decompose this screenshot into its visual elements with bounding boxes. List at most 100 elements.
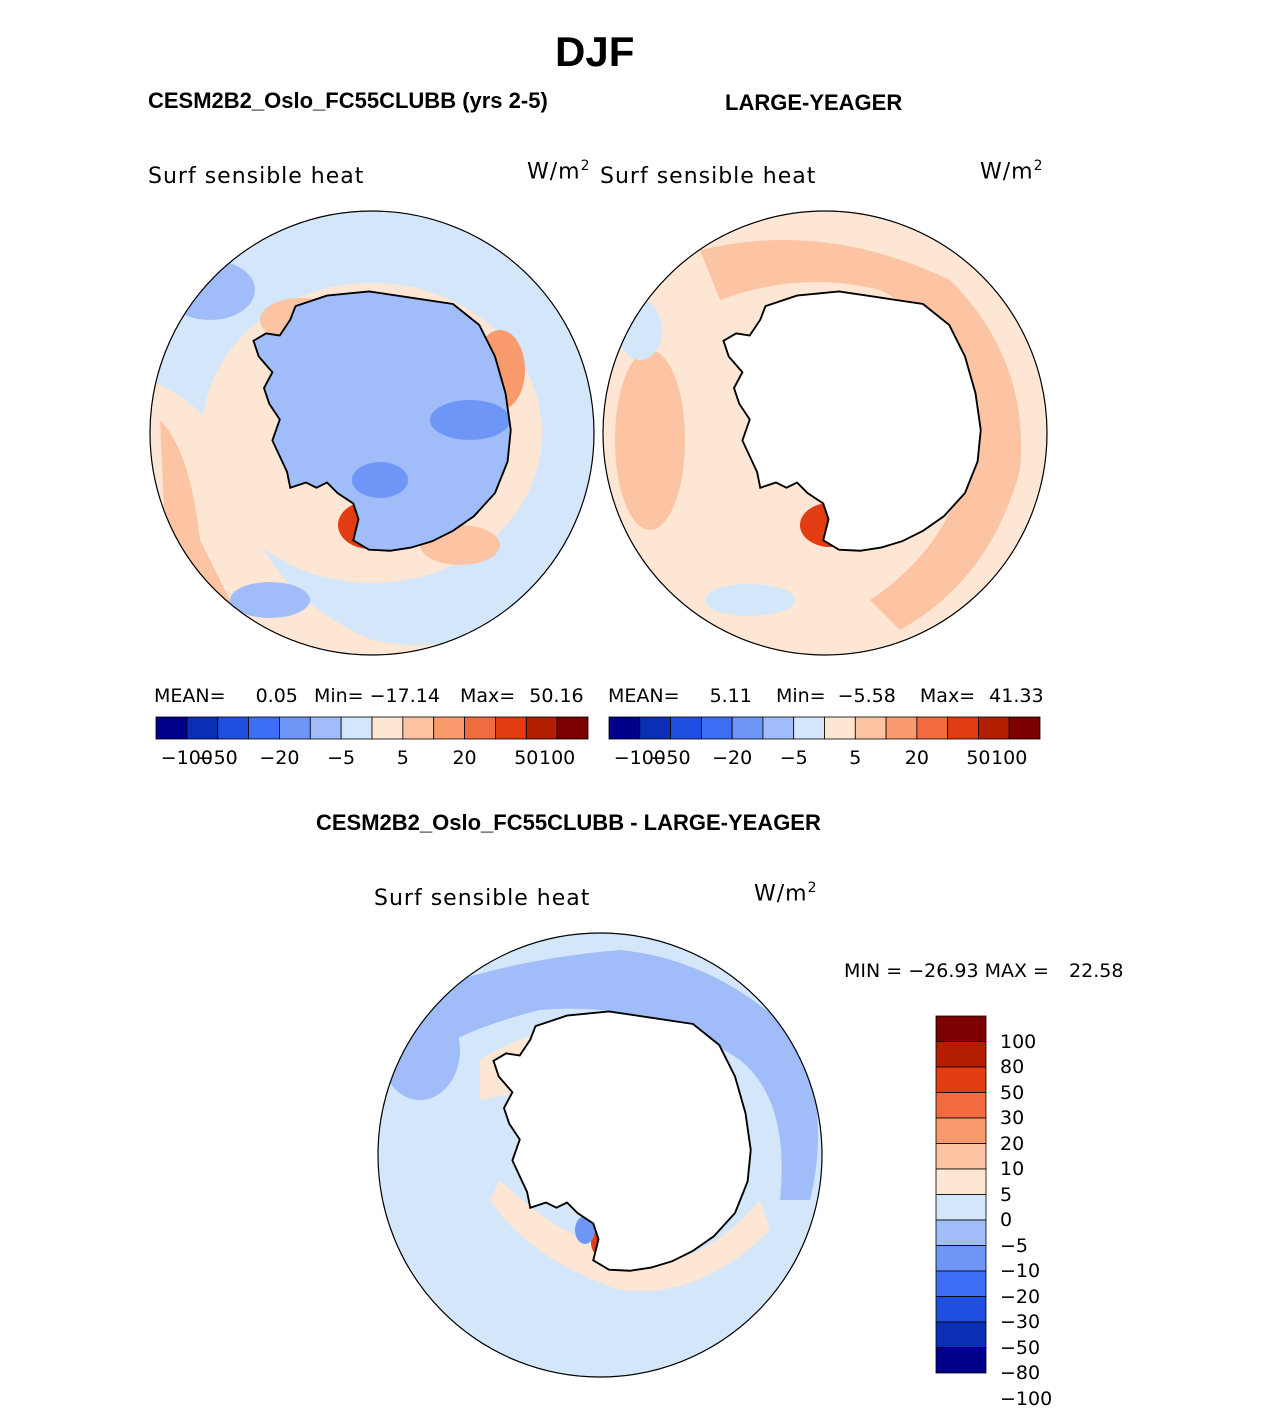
colorbar-tick-label: −20 xyxy=(259,747,300,769)
units-exponent: 2 xyxy=(580,158,591,174)
mean-value: 5.11 xyxy=(709,685,752,707)
map-difference xyxy=(378,933,822,1377)
colorbar-swatch xyxy=(935,1143,987,1170)
colorbar-tick-label: 20 xyxy=(452,747,477,769)
colorbar-swatch xyxy=(935,1347,987,1374)
colorbar-tick-label: 20 xyxy=(904,747,929,769)
colorbar-swatch xyxy=(731,716,764,740)
min-label: Min= xyxy=(775,685,826,707)
colorbar-tick-label: −5 xyxy=(1000,1234,1029,1257)
colorbar-swatch xyxy=(433,716,465,740)
colorbar-swatch xyxy=(608,716,641,740)
colorbar-swatch xyxy=(1008,716,1041,740)
colorbar-swatch xyxy=(935,1321,987,1348)
colorbar-swatch xyxy=(935,1270,987,1297)
colorbar-left xyxy=(155,716,589,740)
units-base: W/m xyxy=(527,159,581,185)
difference-variable: Surf sensible heat xyxy=(374,886,591,911)
max-value: 50.16 xyxy=(529,685,584,707)
colorbar-swatch xyxy=(935,1041,987,1068)
colorbar-swatch xyxy=(793,716,825,740)
colorbar-swatch xyxy=(155,716,188,740)
map-right xyxy=(603,211,1047,655)
colorbar-swatch xyxy=(978,716,1010,740)
colorbar-swatch xyxy=(670,716,702,740)
panel-right-units: W/m2 xyxy=(980,158,1044,184)
colorbar-swatch xyxy=(186,716,219,740)
colorbar-swatch xyxy=(217,716,249,740)
panel-left-variable: Surf sensible heat xyxy=(148,164,365,189)
panel-right-title: LARGE-YEAGER xyxy=(725,90,903,115)
colorbar-tick-label: 10 xyxy=(1000,1158,1025,1180)
min-value: −17.14 xyxy=(369,685,440,707)
max-value: 41.33 xyxy=(989,685,1044,707)
colorbar-tick-label: −100 xyxy=(160,747,213,769)
colorbar-tick-label: 50 xyxy=(1000,1081,1025,1104)
map-left xyxy=(150,211,594,655)
colorbar-swatch xyxy=(935,1194,987,1221)
colorbar-swatch xyxy=(935,1015,987,1042)
colorbar-tick-label: 100 xyxy=(1000,1030,1037,1053)
panel-left-stats: MEAN= 0.05 Min= −17.14 Max= 50.16 xyxy=(154,685,584,707)
colorbar-tick-label: −20 xyxy=(712,747,753,769)
colorbar-swatch xyxy=(824,716,856,740)
colorbar-tick-label: 5 xyxy=(849,747,862,769)
colorbar-swatch xyxy=(525,716,558,740)
colorbar-right xyxy=(608,716,1041,740)
units-base: W/m xyxy=(980,159,1034,185)
colorbar-swatch xyxy=(935,1219,987,1246)
colorbar-swatch xyxy=(371,716,404,740)
colorbar-tick-label: −5 xyxy=(779,747,808,769)
colorbar-tick-label: −50 xyxy=(197,747,238,769)
colorbar-swatch xyxy=(935,1092,987,1119)
min-label: MIN = xyxy=(844,960,903,982)
min-label: Min= xyxy=(313,685,364,707)
colorbar-swatch xyxy=(309,716,342,740)
difference-minmax: MIN = −26.93 MAX = 22.58 xyxy=(844,960,1123,982)
colorbar-swatch xyxy=(854,716,887,740)
colorbar-swatch xyxy=(639,716,671,740)
max-value: 22.58 xyxy=(1069,960,1124,982)
colorbar-swatch xyxy=(279,716,311,740)
colorbar-swatch xyxy=(935,1066,987,1093)
colorbar-swatch xyxy=(402,716,435,740)
colorbar-swatch xyxy=(947,716,979,740)
max-label: Max= xyxy=(460,685,516,707)
colorbar-tick-label: −10 xyxy=(1000,1260,1041,1282)
colorbar-tick-label: 0 xyxy=(1000,1209,1013,1231)
units-exponent: 2 xyxy=(807,880,818,896)
units-base: W/m xyxy=(754,881,808,907)
panel-right-variable: Surf sensible heat xyxy=(600,164,817,189)
colorbar-tick-label: 20 xyxy=(1000,1132,1025,1155)
colorbar-tick-label: 5 xyxy=(1000,1183,1013,1206)
colorbar-tick-label: 80 xyxy=(1000,1056,1025,1078)
colorbar-swatch xyxy=(916,716,949,740)
colorbar-difference xyxy=(935,1015,987,1374)
colorbar-swatch xyxy=(935,1117,987,1144)
colorbar-tick-label: −20 xyxy=(1000,1285,1041,1308)
season-title: DJF xyxy=(555,28,635,75)
colorbar-swatch xyxy=(495,716,527,740)
colorbar-swatch xyxy=(885,716,918,740)
difference-units: W/m2 xyxy=(754,880,818,906)
colorbar-tick-label: 50 xyxy=(514,747,539,769)
difference-title: CESM2B2_Oslo_FC55CLUBB - LARGE-YEAGER xyxy=(316,810,821,835)
max-label: Max= xyxy=(919,685,976,707)
colorbar-swatch xyxy=(935,1245,987,1272)
units-exponent: 2 xyxy=(1033,158,1044,174)
colorbar-tick-label: −100 xyxy=(1000,1387,1053,1410)
colorbar-tick-label: 30 xyxy=(1000,1107,1025,1129)
colorbar-tick-label: −80 xyxy=(1000,1362,1041,1384)
panel-left-title: CESM2B2_Oslo_FC55CLUBB (yrs 2-5) xyxy=(148,88,548,113)
colorbar-swatch xyxy=(935,1296,987,1323)
colorbar-swatch xyxy=(340,716,373,740)
colorbar-swatch xyxy=(700,716,733,740)
colorbar-swatch xyxy=(556,716,589,740)
panel-left-units: W/m2 xyxy=(527,158,591,184)
mean-label: MEAN= xyxy=(608,685,680,707)
mean-label: MEAN= xyxy=(154,685,226,707)
max-label: MAX = xyxy=(984,960,1049,982)
colorbar-tick-label: 50 xyxy=(966,747,991,769)
colorbar-tick-label: −50 xyxy=(1000,1336,1041,1359)
